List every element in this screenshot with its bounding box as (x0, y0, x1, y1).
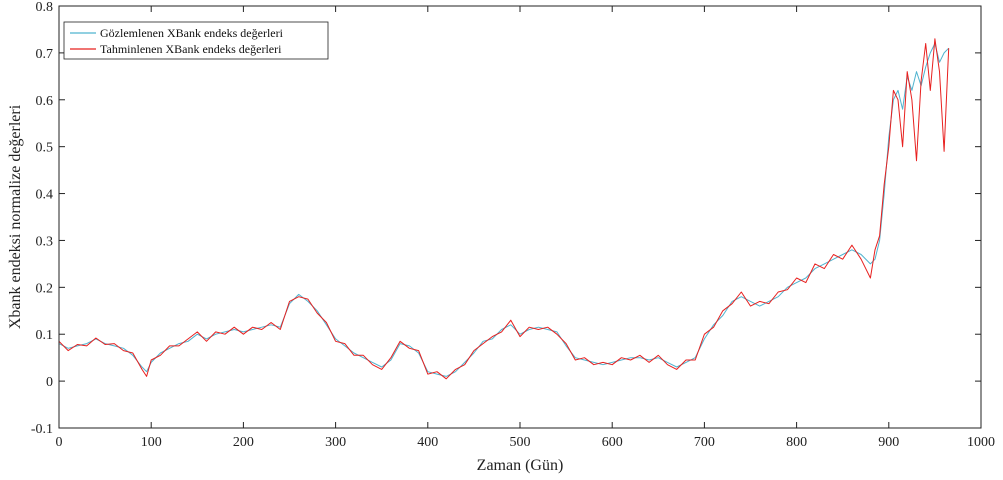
y-tick-label: 0.1 (36, 328, 54, 343)
legend-label-observed: Gözlemlenen XBank endeks değerleri (100, 26, 284, 40)
x-tick-label: 100 (141, 435, 162, 450)
y-tick-label: 0 (46, 375, 53, 390)
x-tick-label: 600 (602, 435, 623, 450)
x-tick-label: 700 (694, 435, 715, 450)
y-tick-label: 0.6 (36, 94, 54, 109)
x-axis-label: Zaman (Gün) (477, 457, 564, 474)
y-tick-label: 0.3 (36, 234, 54, 249)
y-tick-label: 0.4 (36, 188, 54, 203)
x-tick-label: 500 (510, 435, 531, 450)
plot-background (59, 6, 981, 428)
y-axis-label: Xbank endeksi normalize değerleri (7, 104, 24, 329)
series-layer (58, 38, 950, 380)
x-tick-label: 400 (417, 435, 438, 450)
x-tick-label: 1000 (967, 435, 995, 450)
y-tick-label: 0.5 (36, 141, 54, 156)
legend-box (63, 21, 329, 60)
series-line-0 (58, 43, 950, 377)
x-tick-label: 900 (878, 435, 899, 450)
legend-label-predicted: Tahminlenen XBank endeks değerleri (100, 42, 282, 56)
legend: Gözlemlenen XBank endeks değerleri Tahmi… (63, 21, 329, 60)
y-tick-label: 0.2 (36, 281, 54, 296)
y-tick-label: 0.8 (36, 0, 54, 15)
ticks-layer: 0 100 200 300 400 500 600 700 800 900 1000-0.100.1… (31, 0, 995, 450)
x-tick-label: 200 (233, 435, 254, 450)
x-tick-label: 800 (786, 435, 807, 450)
x-tick-label: 300 (325, 435, 346, 450)
series-line-1 (58, 38, 950, 380)
x-tick-label: 0 (56, 435, 63, 450)
y-tick-label: 0.7 (36, 47, 54, 62)
y-tick-label: -0.1 (31, 422, 53, 437)
